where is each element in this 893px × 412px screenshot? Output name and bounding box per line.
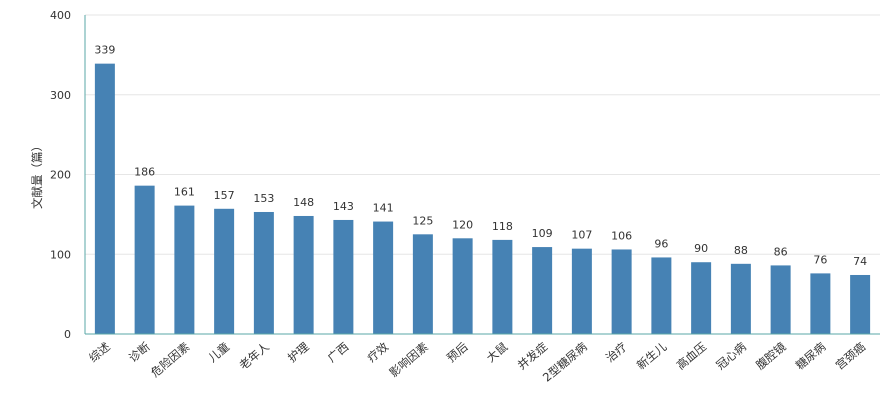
bar xyxy=(94,63,115,335)
x-tick-label: 疗效 xyxy=(364,339,391,365)
data-label: 109 xyxy=(532,227,553,240)
y-axis-title: 文献量（篇） xyxy=(30,140,44,209)
y-tick-label: 400 xyxy=(50,9,71,22)
x-tick-label: 影响因素 xyxy=(387,340,431,380)
x-tick-label: 宫颈癌 xyxy=(833,339,869,372)
x-tick-label: 危险因素 xyxy=(148,340,192,380)
bar xyxy=(333,219,354,334)
x-tick-label: 腹腔镜 xyxy=(753,339,789,372)
data-label: 186 xyxy=(134,166,155,179)
bar xyxy=(253,211,274,334)
data-label: 157 xyxy=(214,189,235,202)
data-label: 339 xyxy=(94,44,115,57)
x-tick-label: 新生儿 xyxy=(634,339,670,372)
x-tick-label: 并发症 xyxy=(515,339,551,372)
bar xyxy=(850,274,871,334)
x-tick-label: 高血压 xyxy=(674,340,709,373)
bar xyxy=(770,265,791,334)
data-label: 76 xyxy=(813,253,827,266)
bar xyxy=(810,273,831,334)
data-label: 74 xyxy=(853,255,867,268)
data-label: 120 xyxy=(452,218,473,231)
y-tick-label: 200 xyxy=(50,169,71,182)
x-tick-label: 2型糖尿病 xyxy=(540,339,590,384)
x-tick-label: 冠心病 xyxy=(713,339,749,372)
x-tick-label: 儿童 xyxy=(205,340,232,366)
x-tick-label: 治疗 xyxy=(603,340,630,366)
bars xyxy=(94,63,871,335)
data-label: 106 xyxy=(611,229,632,242)
data-label: 96 xyxy=(654,237,668,250)
bar xyxy=(691,262,712,334)
bar xyxy=(373,221,394,334)
y-tick-label: 300 xyxy=(50,89,71,102)
data-label: 125 xyxy=(412,214,433,227)
data-label: 86 xyxy=(774,245,788,258)
x-tick-label: 综述 xyxy=(86,339,113,365)
data-label: 143 xyxy=(333,200,354,213)
x-tick-label: 广西 xyxy=(325,340,352,366)
y-tick-label: 100 xyxy=(50,248,71,261)
data-labels: 339 186 161 157 153 148 143 141 125 120 118 109 107 1… xyxy=(94,44,867,268)
x-tick-label: 诊断 xyxy=(126,339,153,365)
x-tick-label: 老年人 xyxy=(236,339,272,372)
bar xyxy=(174,205,195,334)
y-tick-label: 0 xyxy=(64,328,71,341)
bar xyxy=(532,247,553,334)
y-tick-labels: 0 100 200 300 400 xyxy=(50,9,71,341)
x-tick-label: 大鼠 xyxy=(484,339,511,365)
data-label: 90 xyxy=(694,242,708,255)
data-label: 161 xyxy=(174,186,195,199)
bar xyxy=(611,249,632,334)
bar xyxy=(214,208,235,334)
x-tick-label: 预后 xyxy=(444,340,471,366)
bar xyxy=(651,257,672,334)
bar xyxy=(134,185,155,334)
data-label: 107 xyxy=(571,229,592,242)
data-label: 153 xyxy=(253,192,274,205)
bar xyxy=(293,215,314,334)
bar xyxy=(571,248,592,334)
bar xyxy=(412,234,433,334)
x-tick-label: 糖尿病 xyxy=(793,339,829,372)
gridlines xyxy=(85,14,880,255)
data-label: 88 xyxy=(734,244,748,257)
bar xyxy=(492,239,513,334)
bar xyxy=(730,263,751,334)
data-label: 141 xyxy=(373,202,394,215)
data-label: 148 xyxy=(293,196,314,209)
x-tick-label: 护理 xyxy=(285,339,312,365)
data-label: 118 xyxy=(492,220,513,233)
bar xyxy=(452,238,473,334)
